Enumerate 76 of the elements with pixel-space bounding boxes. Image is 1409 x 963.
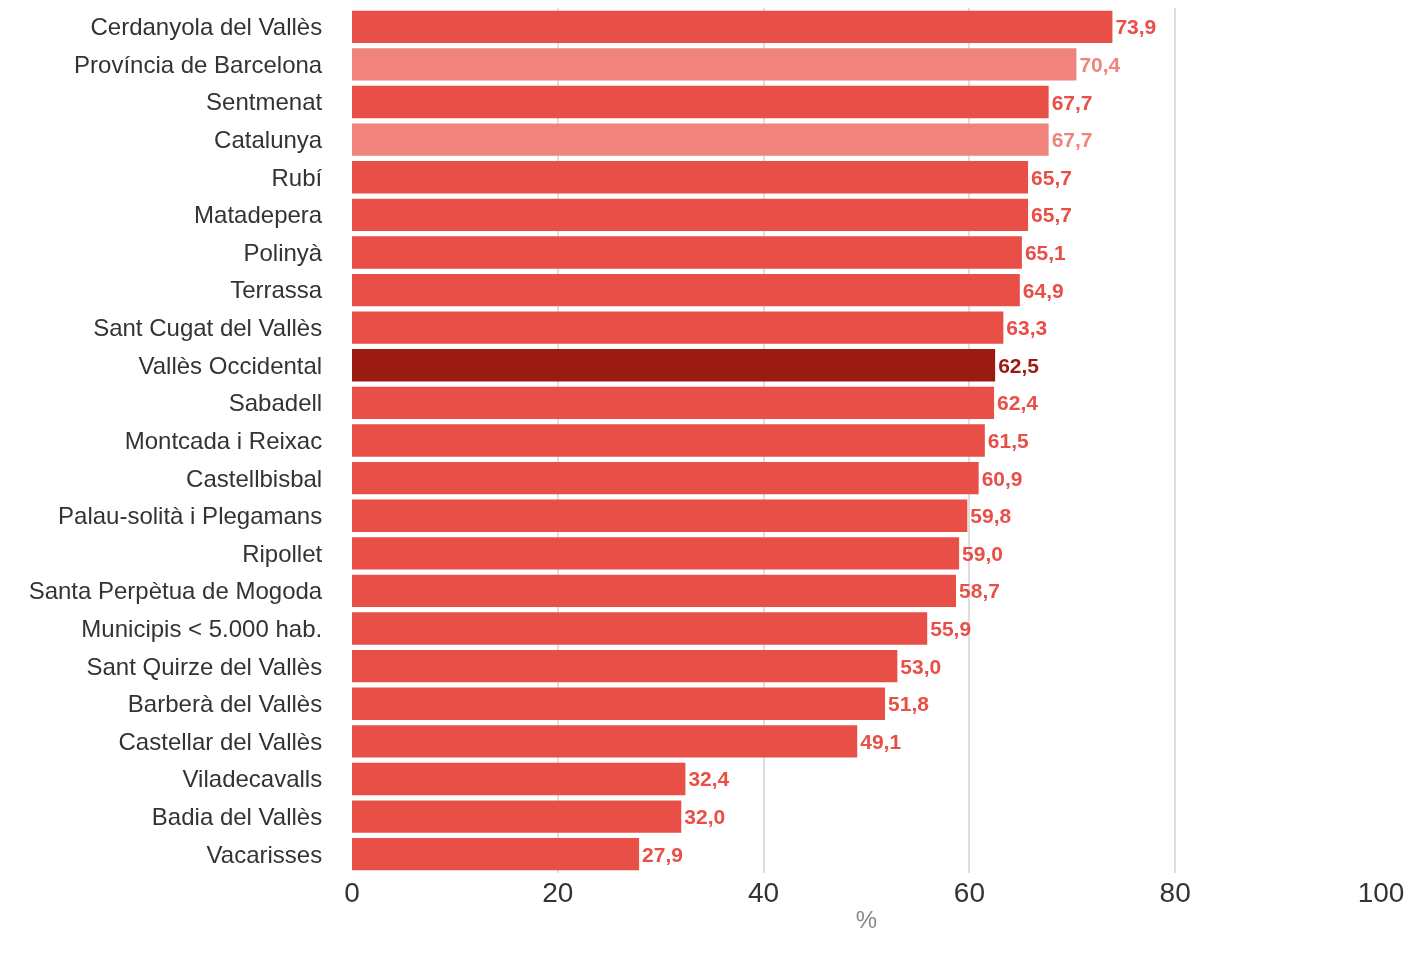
data-label: 58,7: [959, 579, 1000, 603]
y-tick-label: Catalunya: [214, 126, 323, 154]
y-tick-label: Ripollet: [242, 539, 323, 567]
bar: [352, 537, 960, 570]
data-label: 67,7: [1051, 128, 1093, 152]
bar: [352, 85, 1049, 119]
bar: [352, 10, 1113, 43]
data-label: 70,4: [1079, 52, 1121, 76]
bar: [352, 800, 682, 833]
bar: [352, 838, 640, 871]
y-tick-label: Polinyà: [243, 238, 323, 266]
bar: [352, 311, 1004, 344]
y-tick-label: Castellar del Vallès: [118, 727, 323, 755]
data-label: 62,5: [998, 353, 1040, 377]
bar: [352, 236, 1022, 269]
data-label: 67,7: [1051, 90, 1093, 114]
data-label: 65,7: [1031, 203, 1072, 227]
data-label: 55,9: [930, 617, 972, 641]
data-label: 65,7: [1031, 165, 1072, 189]
y-tick-label: Viladecavalls: [182, 765, 323, 793]
bar: [352, 198, 1029, 232]
data-label: 51,8: [888, 692, 930, 716]
bar: [352, 123, 1049, 156]
y-tick-label: Santa Perpètua de Mogoda: [28, 577, 323, 605]
y-tick-label: Terrassa: [230, 276, 323, 304]
data-label: 61,5: [987, 429, 1030, 452]
bar: [352, 762, 686, 796]
bar: [352, 386, 995, 420]
data-label: 73,9: [1115, 15, 1157, 39]
bar: [352, 161, 1029, 194]
data-label: 53,0: [900, 654, 942, 678]
bar: [352, 349, 996, 382]
bar: [352, 612, 928, 645]
y-tick-label: Badia del Vallès: [151, 802, 323, 830]
bar: [352, 461, 979, 495]
y-tick-label: Rubí: [271, 163, 323, 191]
data-label: 59,8: [970, 504, 1012, 528]
y-tick-label: Palau-solità i Plegamans: [58, 502, 323, 530]
data-label: 64,9: [1022, 278, 1064, 302]
bar: [352, 48, 1077, 81]
bar: [352, 649, 898, 683]
x-tick-label: 60: [953, 877, 985, 908]
y-tick-label: Província de Barcelona: [74, 50, 323, 78]
bar: [352, 574, 957, 608]
y-tick-label: Barberà del Vallès: [127, 690, 323, 718]
y-tick-label: Sentmenat: [206, 88, 323, 116]
bar: [352, 424, 985, 457]
y-tick-label: Matadepera: [194, 201, 323, 229]
x-axis-title: %: [855, 906, 878, 934]
y-tick-label: Montcada i Reixac: [124, 426, 323, 454]
y-tick-label: Vallès Occidental: [138, 351, 323, 379]
x-tick-label: 100: [1357, 877, 1405, 908]
y-tick-label: Municipis < 5.000 hab.: [81, 614, 323, 642]
y-tick-label: Castellbisbal: [186, 464, 323, 492]
y-tick-label: Cerdanyola del Vallès: [90, 13, 323, 41]
bar: [352, 687, 886, 720]
data-label: 65,1: [1024, 240, 1067, 264]
y-tick-label: Sant Cugat del Vallès: [93, 314, 323, 342]
y-tick-label: Sant Quirze del Vallès: [86, 652, 323, 680]
bar: [352, 273, 1020, 307]
data-label: 63,3: [1006, 316, 1048, 340]
x-tick-label: 80: [1159, 877, 1191, 908]
y-tick-label: Sabadell: [228, 389, 323, 417]
y-tick-label: Vacarisses: [206, 840, 323, 868]
bar: [352, 499, 968, 532]
data-label: 49,1: [860, 729, 902, 753]
x-tick-label: 40: [748, 877, 780, 908]
data-label: 27,9: [642, 842, 683, 866]
bar: [352, 725, 858, 758]
x-tick-label: 20: [542, 877, 574, 908]
data-label: 60,9: [981, 466, 1023, 490]
data-label: 59,0: [962, 541, 1003, 565]
data-label: 32,0: [684, 805, 726, 829]
x-tick-label: 0: [344, 877, 360, 908]
data-label: 32,4: [688, 767, 730, 791]
data-label: 62,4: [997, 391, 1039, 415]
